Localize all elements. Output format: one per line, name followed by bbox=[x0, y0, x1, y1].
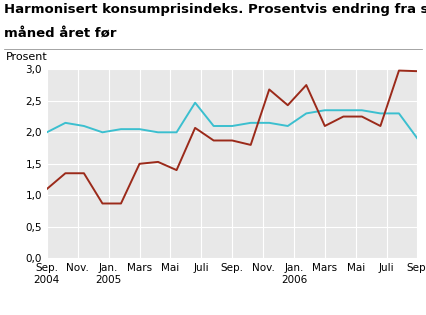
Text: Harmonisert konsumprisindeks. Prosentvis endring fra samme: Harmonisert konsumprisindeks. Prosentvis… bbox=[4, 3, 426, 16]
Text: Prosent: Prosent bbox=[6, 52, 48, 62]
Text: måned året før: måned året før bbox=[4, 27, 117, 40]
